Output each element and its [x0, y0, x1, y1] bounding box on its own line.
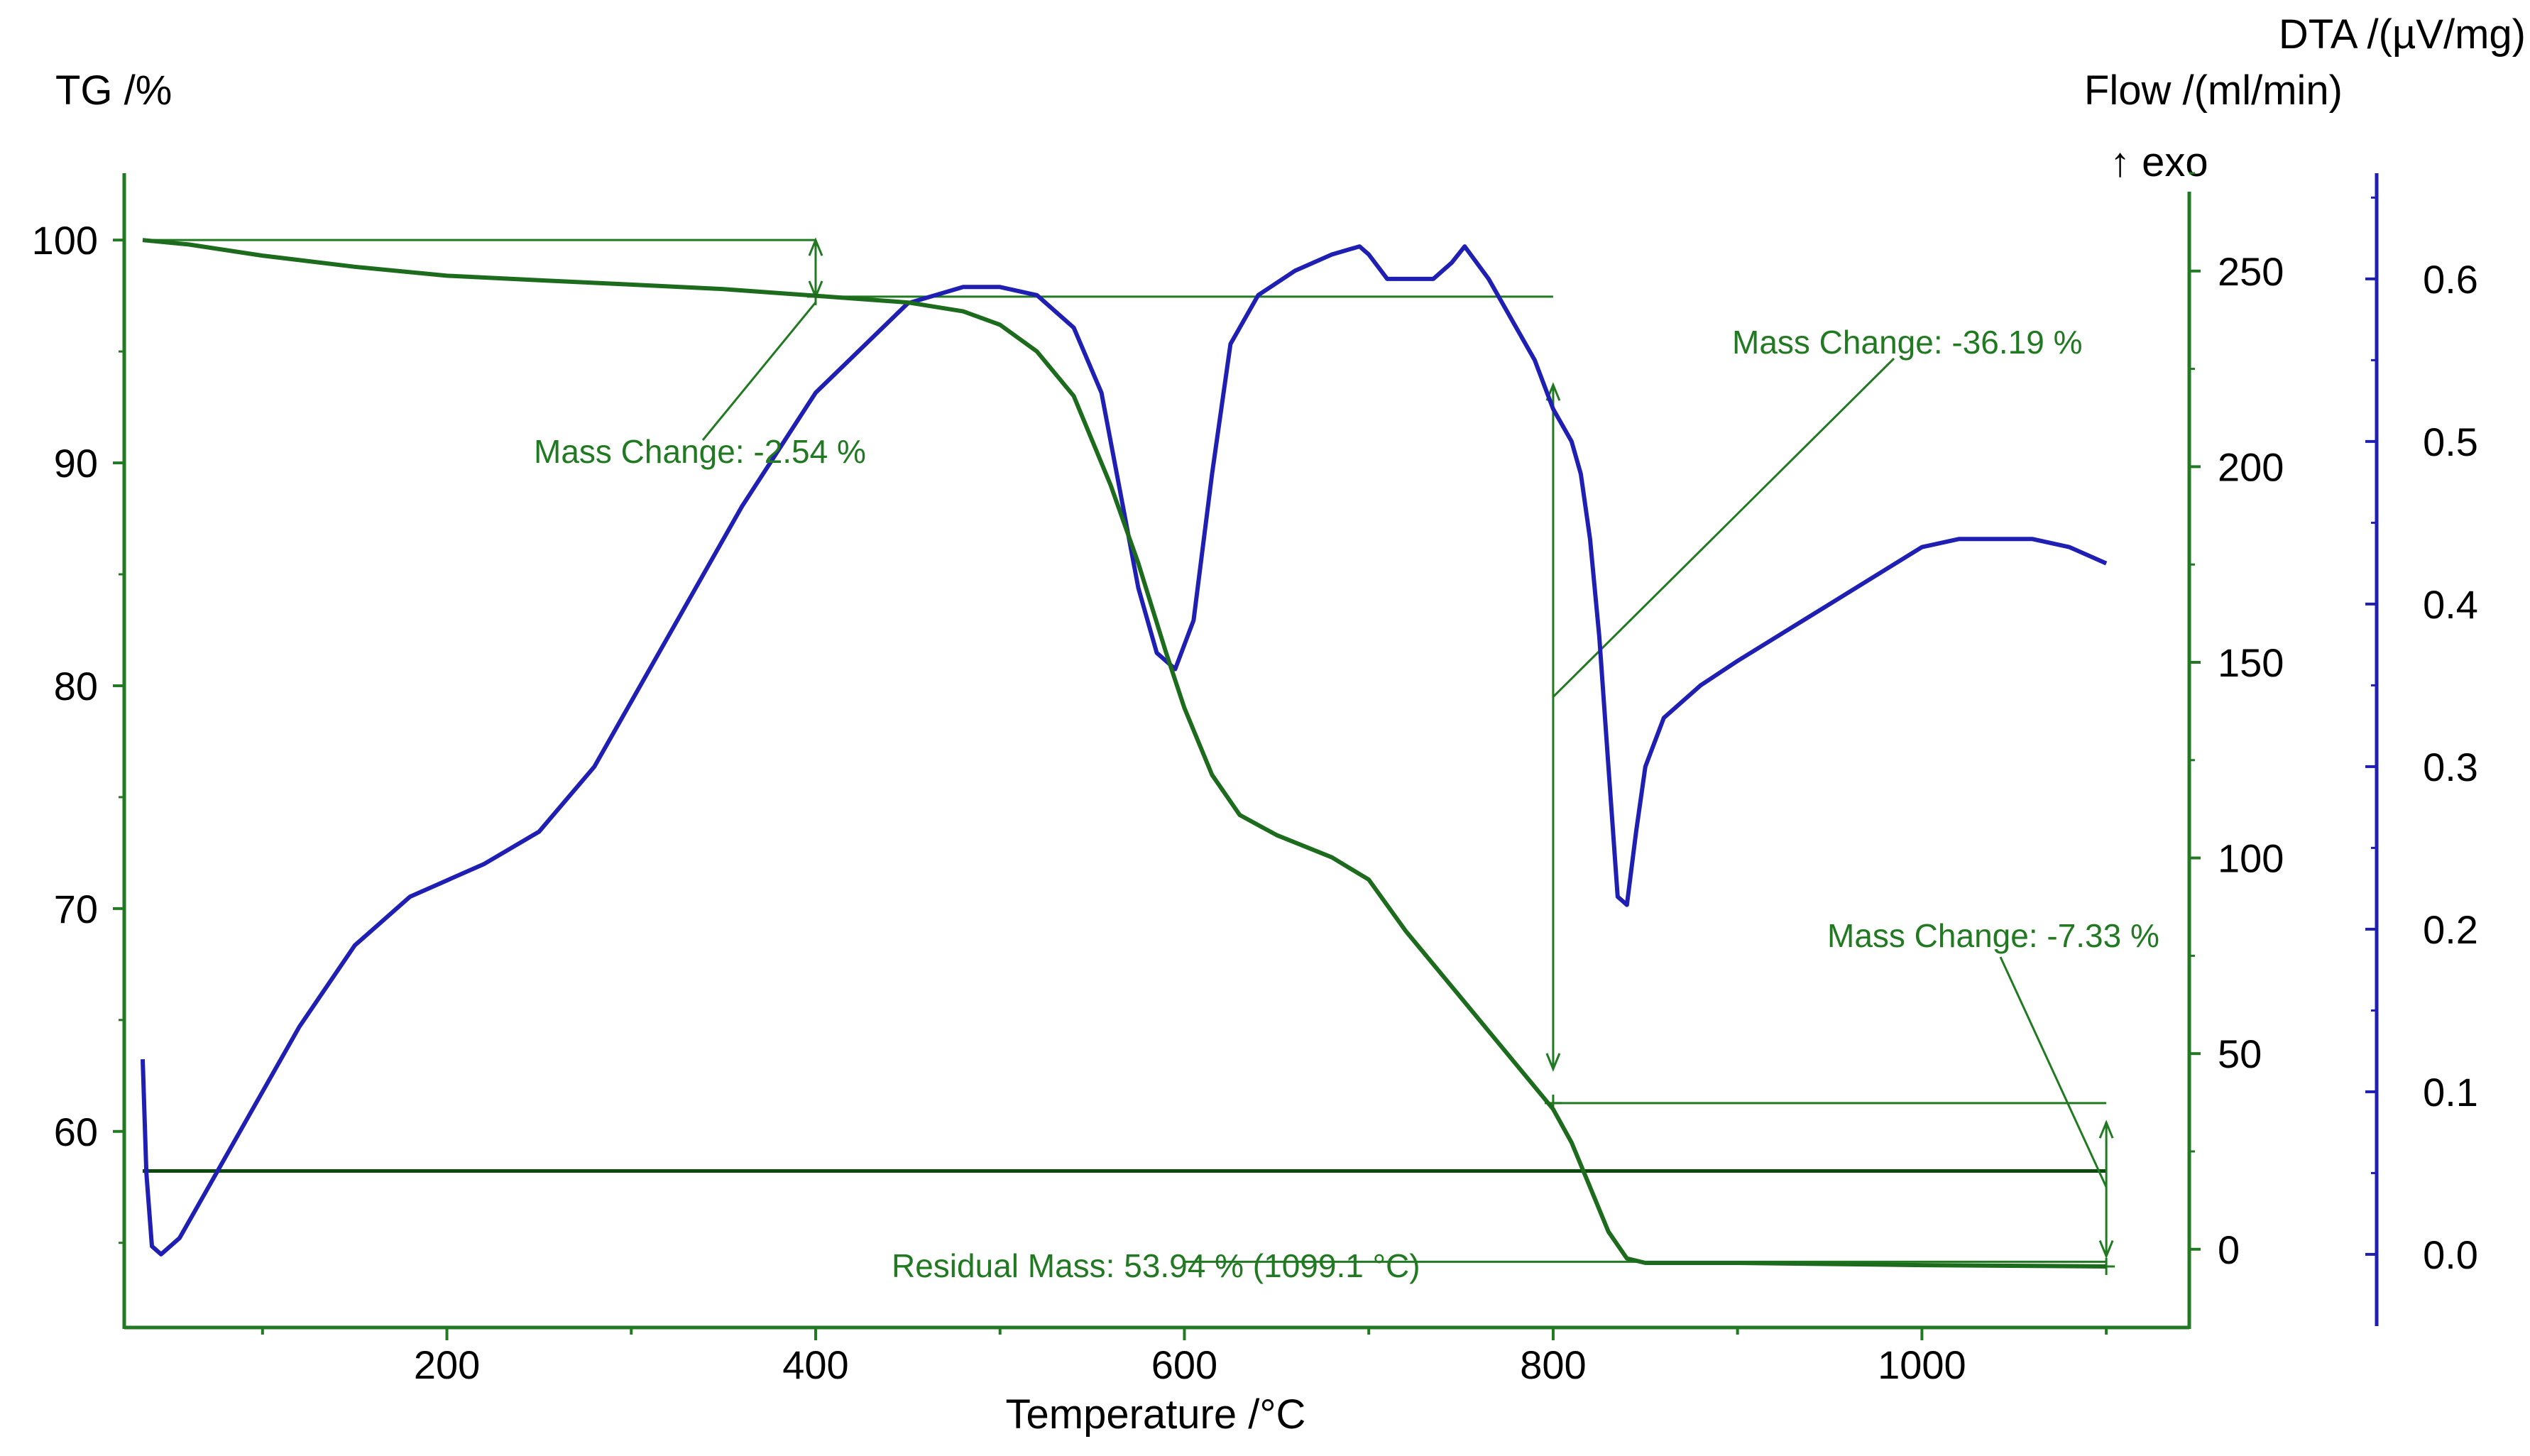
step2-leader	[1552, 357, 1895, 698]
dta-tick-label: 0.4	[2423, 582, 2478, 627]
x-tick-label: 800	[1520, 1342, 1586, 1387]
x-axis-title: Temperature /°C	[1006, 1391, 1306, 1438]
step3-arrow-head-top	[2098, 1120, 2114, 1139]
tg-tick-label: 70	[54, 887, 98, 931]
tg-series-line	[142, 238, 2107, 1269]
tg-tick-label: 90	[54, 441, 98, 486]
mass-change-markers	[142, 237, 2115, 1275]
x-tick-label: 400	[782, 1342, 848, 1387]
annotation-mass-change-1: Mass Change: -2.54 %	[534, 433, 866, 470]
tg-tick-label: 60	[54, 1110, 98, 1154]
tg-tick-label: 100	[32, 218, 98, 263]
step1-arrow-head-top	[808, 237, 823, 256]
exo-indicator: ↑ exo	[2110, 139, 2208, 185]
tg-tick-label: 80	[54, 664, 98, 708]
step3-arrow-head-bottom	[2098, 1239, 2114, 1259]
x-tick-label: 600	[1151, 1342, 1217, 1387]
dta-tick-label: 0.3	[2423, 745, 2478, 789]
x-tick-label: 1000	[1878, 1342, 1966, 1387]
step1-leader	[701, 301, 817, 441]
flow-tick-label: 200	[2218, 444, 2284, 489]
annotation-mass-change-2: Mass Change: -36.19 %	[1732, 324, 2083, 361]
flow-tick-label: 150	[2218, 640, 2284, 685]
step2-arrow-head-bottom	[1545, 1053, 1561, 1072]
step3-leader	[1999, 956, 2108, 1188]
flow-tick-label: 100	[2218, 836, 2284, 881]
x-axis-ticks: 200 400 600 800 1000	[261, 1328, 2108, 1387]
flow-tick-label: 0	[2218, 1227, 2240, 1272]
annotation-residual-mass: Residual Mass: 53.94 % (1099.1 °C)	[892, 1247, 1420, 1284]
dta-tick-label: 0.2	[2423, 907, 2478, 952]
flow-axis-title: Flow /(ml/min)	[2084, 67, 2343, 114]
flow-axis-ticks: 0 50 100 150 200 250	[2189, 172, 2284, 1272]
dta-series-line	[141, 244, 2108, 1257]
annotation-mass-change-3: Mass Change: -7.33 %	[1827, 917, 2159, 954]
tg-axis-ticks: 60 70 80 90 100	[32, 218, 124, 1244]
dta-tick-label: 0.0	[2423, 1232, 2478, 1277]
dta-tick-label: 0.5	[2423, 420, 2478, 464]
dta-tick-label: 0.1	[2423, 1070, 2478, 1115]
tg-axis-title: TG /%	[55, 67, 172, 114]
dta-tick-label: 0.6	[2423, 257, 2478, 302]
x-tick-label: 200	[414, 1342, 480, 1387]
flow-tick-label: 250	[2218, 249, 2284, 294]
dta-axis-ticks: 0.0 0.1 0.2 0.3 0.4 0.5 0.6	[2365, 196, 2478, 1277]
flow-tick-label: 50	[2218, 1031, 2262, 1076]
dta-axis-title: DTA /(µV/mg)	[2279, 11, 2526, 58]
